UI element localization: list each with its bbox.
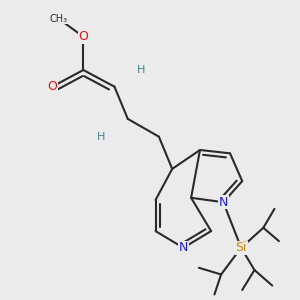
Text: CH₃: CH₃: [50, 14, 68, 24]
Text: N: N: [178, 241, 188, 254]
Text: O: O: [47, 80, 57, 93]
Text: N: N: [219, 196, 228, 209]
Text: H: H: [137, 65, 145, 75]
Text: Si: Si: [236, 241, 247, 254]
Text: O: O: [78, 30, 88, 43]
Text: H: H: [97, 132, 105, 142]
